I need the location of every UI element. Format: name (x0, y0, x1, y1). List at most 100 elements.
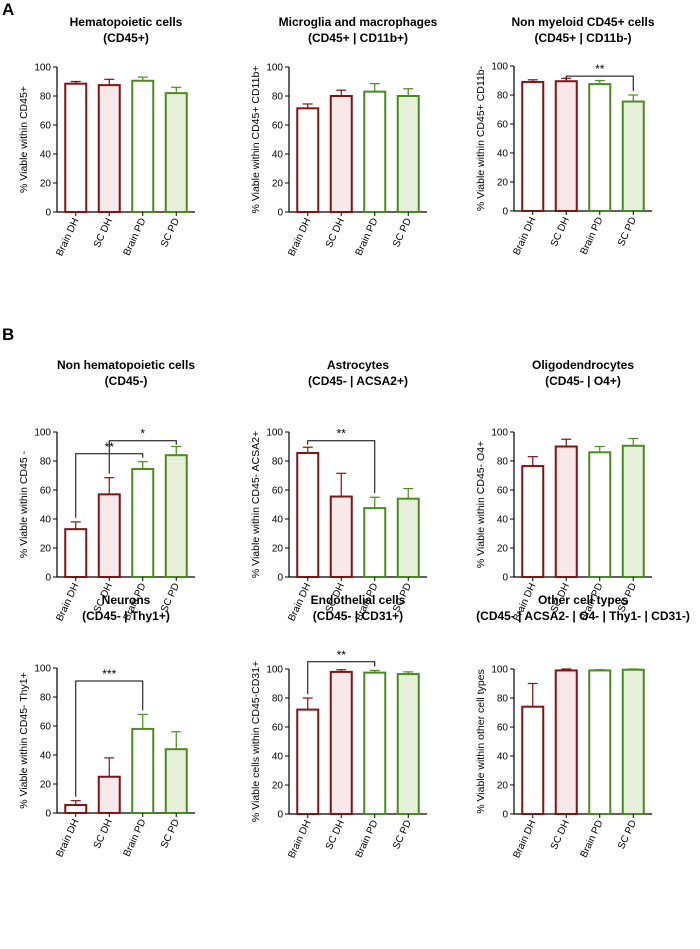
significance-label: * (140, 427, 145, 441)
chart-title-line: Non hematopoietic cells (57, 358, 195, 372)
chart-6: Oligodendrocytes (CD45- | O4+) % Viable wi… (475, 358, 652, 623)
y-axis-label: % Viable cells within CD45-CD31+ (250, 661, 262, 822)
y-tick-label: 40 (272, 515, 284, 526)
y-tick-label: 40 (40, 515, 52, 526)
bar (396, 673, 420, 816)
bar (164, 92, 188, 213)
x-tick-label: Brain DH (286, 217, 313, 258)
y-tick-label: 60 (497, 120, 509, 131)
y-tick-label: 40 (40, 150, 52, 161)
bar (621, 100, 645, 212)
significance-bracket (75, 680, 144, 797)
y-tick-label: 0 (502, 207, 508, 218)
y-tick-label: 60 (272, 121, 284, 132)
chart-title-line: Neurons (102, 593, 151, 607)
chart-3: Non myeloid CD45+ cells (CD45+ | CD11b-)%… (475, 15, 655, 257)
y-tick-label: 100 (266, 63, 283, 74)
chart-1: Hematopoietic cells (CD45+) % Viable withi… (18, 15, 195, 258)
chart-title-line: Astrocytes (327, 358, 389, 372)
bar (97, 84, 121, 213)
chart-2: Microglia and macrophages (CD45+ | CD11b+… (250, 15, 438, 258)
chart-title-line: (CD45+ | CD11b-) (534, 31, 631, 45)
y-tick-label: 20 (40, 179, 52, 190)
y-tick-label: 20 (497, 178, 509, 189)
x-tick-label: SC PD (616, 819, 639, 851)
y-tick-label: 60 (272, 486, 284, 497)
significance-label: ** (337, 648, 347, 662)
x-tick-label: Brain PD (579, 819, 606, 860)
bar (521, 80, 545, 212)
y-tick-label: 80 (497, 91, 509, 102)
x-tick-label: SC DH (324, 819, 347, 852)
chart-title-line: (CD45- | O4+) (545, 374, 621, 388)
bar (554, 445, 578, 578)
panel-label-b: B (2, 325, 14, 344)
chart-8: Endothelial cells (CD45- | CD31+) % Viable… (250, 593, 427, 860)
y-tick-label: 100 (491, 428, 508, 439)
y-tick-label: 60 (40, 486, 52, 497)
bar (64, 804, 88, 815)
x-tick-label: SC DH (324, 217, 347, 250)
y-axis-label: % Viable within CD45+ (18, 86, 30, 193)
x-tick-label: Brain DH (54, 217, 81, 258)
y-tick-label: 80 (40, 92, 52, 103)
bar (363, 507, 387, 578)
y-tick-label: 0 (277, 573, 283, 584)
y-tick-label: 0 (45, 809, 51, 820)
y-tick-label: 100 (491, 62, 508, 73)
bar (329, 495, 353, 578)
y-tick-label: 20 (497, 781, 509, 792)
y-axis-label: % Viable within CD45- Thy1+ (18, 672, 30, 808)
bar (521, 705, 545, 816)
y-tick-label: 80 (40, 693, 52, 704)
y-axis-label: % Viable within CD45- O4+ (475, 441, 487, 568)
bar (621, 668, 645, 815)
y-tick-label: 80 (40, 457, 52, 468)
bar (363, 671, 387, 815)
x-tick-label: SC DH (92, 217, 115, 250)
significance-label: ** (337, 427, 347, 441)
y-tick-label: 0 (45, 208, 51, 219)
bar (97, 493, 121, 579)
x-tick-label: SC DH (549, 819, 572, 852)
x-tick-label: Brain DH (54, 818, 81, 859)
chart-9: Other cell types (CD45- | ACSA2- | O4- | … (475, 593, 690, 860)
x-tick-label: SC PD (159, 217, 182, 249)
bar (554, 80, 578, 212)
bar (396, 95, 420, 213)
significance-label: ** (595, 62, 605, 76)
chart-5: Astrocytes (CD45- | ACSA2+) % Viable withi… (250, 358, 427, 623)
bar (621, 444, 645, 578)
chart-title-line: Hematopoietic cells (70, 15, 183, 29)
y-tick-label: 100 (266, 665, 283, 676)
bar (363, 90, 387, 213)
y-tick-label: 20 (272, 179, 284, 190)
x-tick-label: SC PD (616, 216, 639, 248)
bar (64, 528, 88, 579)
y-tick-label: 100 (266, 428, 283, 439)
y-tick-label: 80 (272, 92, 284, 103)
y-tick-label: 20 (497, 544, 509, 555)
x-tick-label: SC PD (391, 217, 414, 249)
y-tick-label: 0 (277, 208, 283, 219)
chart-title-line: (CD45+) (103, 31, 149, 45)
y-tick-label: 40 (272, 752, 284, 763)
bar (329, 95, 353, 213)
chart-4: Non hematopoietic cells (CD45-) % Viable w… (18, 358, 195, 623)
chart-7: Neurons (CD45- | Thy1+) % Viable within CD… (18, 593, 195, 859)
chart-title-line: Endothelial cells (311, 593, 406, 607)
x-tick-label: Brain PD (354, 819, 381, 860)
y-tick-label: 60 (40, 121, 52, 132)
significance-bracket (108, 440, 177, 474)
y-tick-label: 60 (497, 486, 509, 497)
y-tick-label: 20 (272, 781, 284, 792)
y-tick-label: 40 (40, 751, 52, 762)
bar (97, 775, 121, 814)
chart-title-line: (CD45- | CD31+) (313, 609, 403, 623)
x-tick-label: Brain PD (122, 818, 149, 859)
y-axis-label: % Viable within other cell types (475, 669, 487, 814)
chart-title-line: (CD45-) (105, 374, 148, 388)
y-tick-label: 20 (272, 544, 284, 555)
x-tick-label: Brain DH (286, 819, 313, 860)
